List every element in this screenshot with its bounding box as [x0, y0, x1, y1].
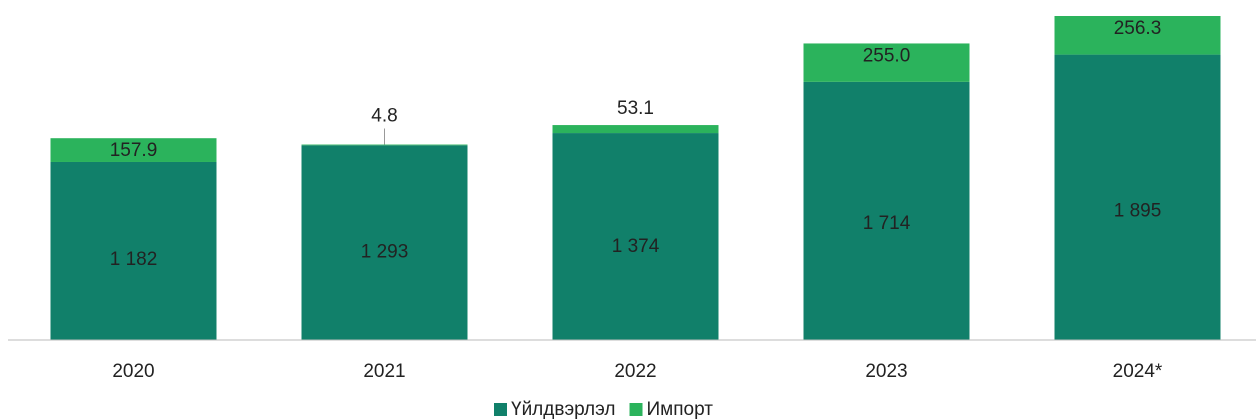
value-label: 157.9: [110, 140, 158, 161]
value-label: 256.3: [1114, 18, 1162, 39]
x-tick-label: 2022: [614, 361, 656, 382]
value-label: 1 374: [612, 236, 660, 257]
value-label: 1 895: [1114, 201, 1162, 222]
bar-segment: [301, 145, 468, 340]
bar-segment: [552, 125, 719, 134]
x-tick-label: 2024*: [1113, 361, 1163, 382]
value-label: 53.1: [617, 98, 654, 119]
legend-label: Импорт: [647, 399, 714, 420]
bar-segment: [1054, 16, 1221, 55]
x-tick-label: 2021: [363, 361, 405, 382]
value-label: 1 714: [863, 213, 911, 234]
bar-segment: [803, 81, 970, 341]
value-label: 1 182: [110, 249, 158, 270]
value-label: 255.0: [863, 45, 911, 66]
value-label: 4.8: [371, 106, 397, 127]
bar-segment: [552, 133, 719, 340]
value-label: 1 293: [361, 241, 409, 262]
bar-segment: [301, 144, 468, 146]
legend-swatch: [629, 403, 643, 416]
legend-swatch: [494, 403, 507, 416]
bar-segment: [1054, 54, 1221, 341]
x-tick-label: 2020: [112, 361, 154, 382]
legend-label: Үйлдвэрлэл: [511, 399, 616, 420]
x-tick-label: 2023: [865, 361, 907, 382]
bar-segment: [50, 138, 217, 162]
bar-segment: [803, 43, 970, 82]
bar-segment: [50, 161, 217, 340]
